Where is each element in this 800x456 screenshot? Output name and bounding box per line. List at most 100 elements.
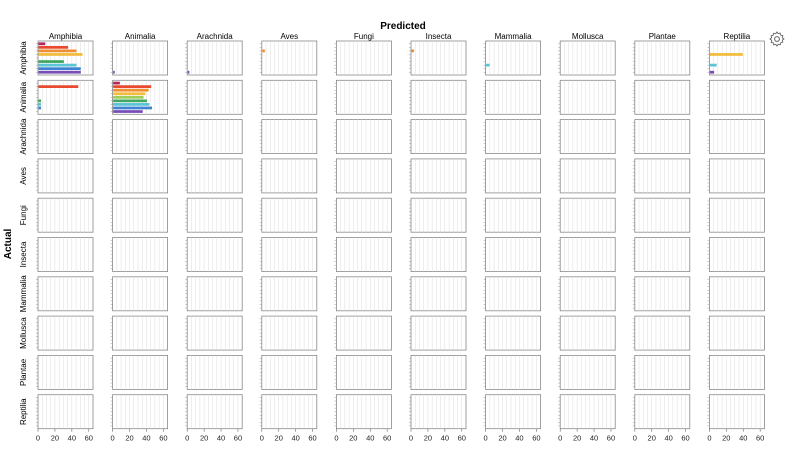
- panel: [632, 276, 691, 312]
- bar: [187, 70, 190, 74]
- panel-frame: [186, 197, 243, 233]
- panel-frame: [709, 237, 765, 272]
- predicted-axis-title: Predicted: [380, 21, 426, 32]
- panel-grid: [36, 40, 765, 430]
- panel-frame: [186, 79, 243, 115]
- panel: [259, 119, 318, 154]
- x-axis: 0 20 40 60: [334, 428, 391, 443]
- column-header: Fungi: [354, 32, 374, 41]
- panel: [334, 237, 392, 272]
- panel-frame: [335, 237, 392, 272]
- bar: [113, 99, 147, 103]
- panel: [632, 197, 691, 233]
- bar: [38, 70, 81, 74]
- panel: [632, 354, 691, 390]
- panel-frame: [709, 158, 765, 194]
- bar: [709, 63, 717, 67]
- x-tick-label: 20: [722, 434, 730, 443]
- x-tick-label: 60: [85, 434, 93, 443]
- panel-frame: [37, 119, 94, 154]
- panel: [409, 237, 467, 272]
- panel: [558, 237, 616, 272]
- panel-frame: [709, 394, 765, 430]
- panel-frame: [335, 79, 392, 115]
- panel: [334, 276, 392, 312]
- panel-frame: [112, 119, 168, 154]
- x-axes: 0 20 40 60 0 20 40 60 0 20 40 60 0 20 40 60 0 20 40 60 0 20 40…: [36, 428, 764, 443]
- panel-frame: [559, 40, 616, 76]
- panel-frame: [112, 40, 168, 76]
- bar: [38, 60, 64, 63]
- panel: [707, 119, 765, 154]
- bar: [113, 92, 146, 96]
- column-headers: Amphibia Animalia Arachnida Aves Fungi Insect…: [49, 32, 751, 41]
- x-tick-label: 0: [36, 434, 40, 443]
- panel-frame: [335, 394, 392, 430]
- panel-frame: [559, 276, 616, 312]
- panel-frame: [410, 79, 467, 115]
- panel: [707, 79, 765, 115]
- bar: [113, 103, 150, 106]
- panel: [259, 197, 318, 233]
- bar: [411, 49, 415, 53]
- panel-frame: [335, 119, 392, 154]
- panel-frame: [485, 276, 542, 312]
- panel-frame: [410, 40, 467, 76]
- panel-frame: [186, 276, 243, 312]
- panel: [259, 40, 318, 76]
- panel-frame: [485, 237, 542, 272]
- panel: [707, 197, 765, 233]
- panel-frame: [37, 237, 94, 272]
- panel: [185, 158, 243, 194]
- x-tick-label: 0: [111, 434, 115, 443]
- panel: [409, 40, 467, 76]
- x-tick-label: 60: [681, 434, 689, 443]
- panel-frame: [261, 79, 318, 115]
- panel-frame: [186, 40, 243, 76]
- x-tick-label: 40: [68, 434, 76, 443]
- panel-frame: [559, 79, 616, 115]
- x-axis: 0 20 40 60: [484, 428, 541, 443]
- row-header: Plantae: [19, 358, 28, 386]
- panel-frame: [410, 197, 467, 233]
- panel: [483, 394, 542, 430]
- panel-frame: [37, 158, 94, 194]
- bar: [113, 95, 144, 99]
- x-tick-label: 40: [664, 434, 672, 443]
- x-axis: 0 20 40 60: [260, 428, 317, 443]
- panel: [259, 276, 318, 312]
- bar: [113, 85, 152, 89]
- panel: [409, 197, 467, 233]
- x-tick-label: 40: [515, 434, 523, 443]
- panel: [632, 237, 691, 272]
- bar: [113, 88, 149, 92]
- panel: [334, 40, 392, 76]
- panel: [707, 394, 765, 430]
- x-tick-label: 0: [260, 434, 264, 443]
- panel-frame: [410, 315, 467, 351]
- column-header: Insecta: [426, 32, 452, 41]
- panel-frame: [559, 119, 616, 154]
- bar: [113, 81, 120, 85]
- panel-frame: [261, 237, 318, 272]
- settings-gear-icon[interactable]: [768, 30, 786, 48]
- x-axis: 0 20 40 60: [409, 428, 466, 443]
- panel: [632, 394, 691, 430]
- panel-frame: [559, 394, 616, 430]
- bar: [113, 106, 153, 110]
- bar: [262, 49, 265, 53]
- panel-frame: [485, 315, 542, 351]
- panel: [110, 197, 168, 233]
- x-tick-label: 40: [142, 434, 150, 443]
- panel: [334, 119, 392, 154]
- bar: [38, 53, 83, 56]
- bar: [38, 63, 77, 67]
- panel: [36, 158, 94, 194]
- panel-frame: [559, 158, 616, 194]
- bar: [38, 85, 79, 89]
- panel: [334, 79, 392, 115]
- panel-frame: [112, 276, 168, 312]
- panel: [707, 315, 765, 351]
- bar: [38, 49, 77, 53]
- panel: [483, 197, 542, 233]
